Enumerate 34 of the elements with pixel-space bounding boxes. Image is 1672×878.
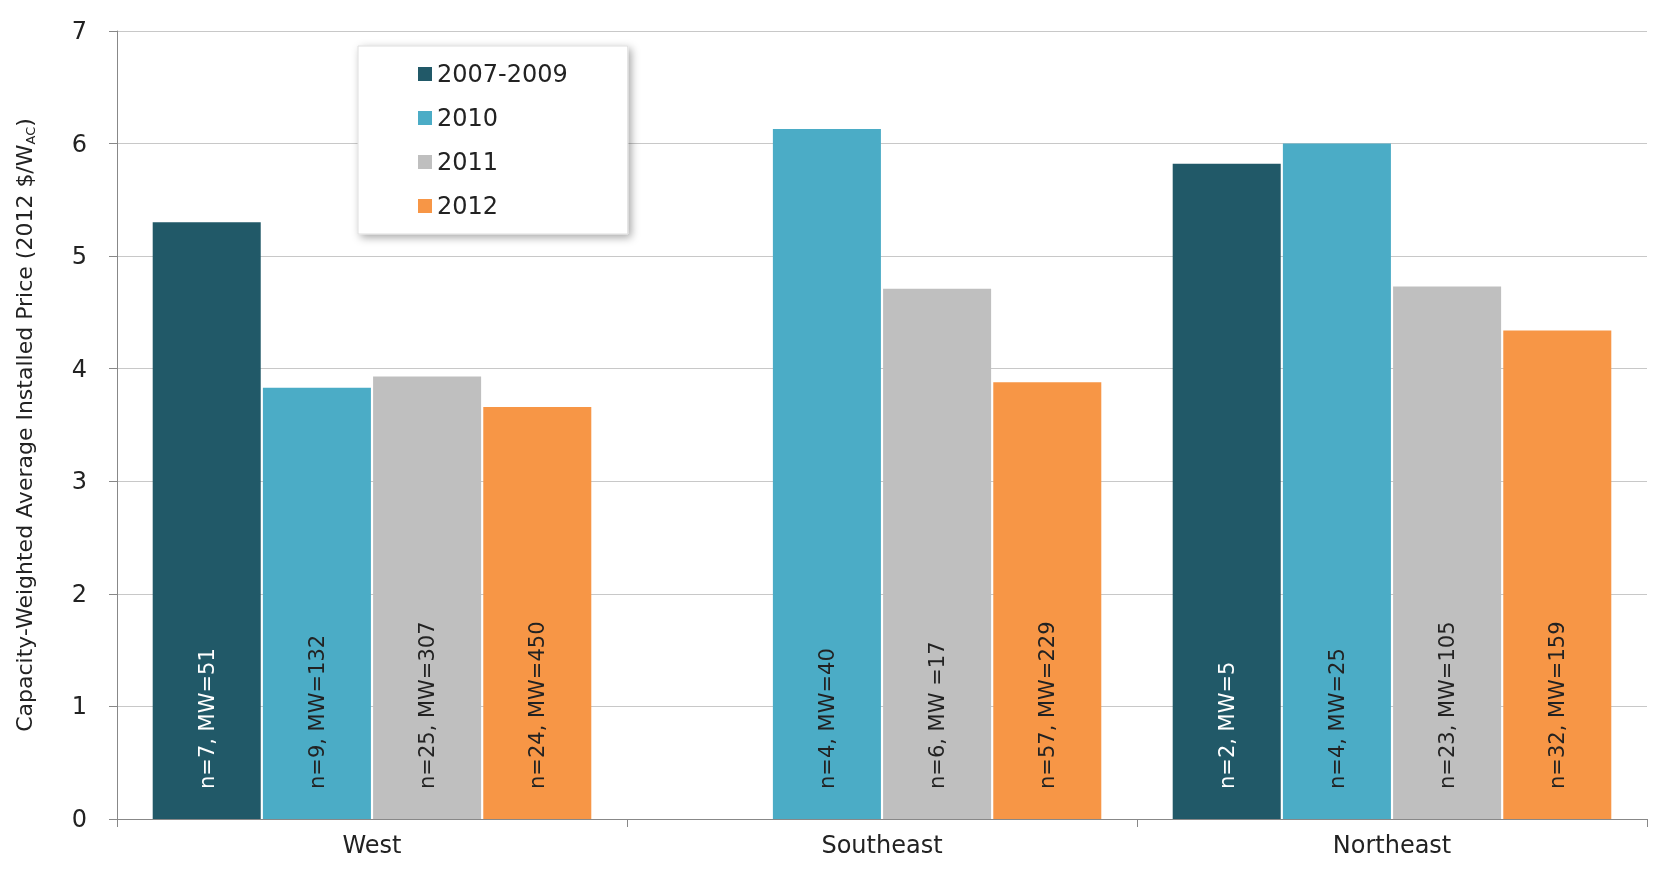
data-label: n=9, MW=132 xyxy=(304,634,329,789)
y-tick-label: 2 xyxy=(71,579,87,608)
y-tick-label: 5 xyxy=(71,242,87,271)
data-label: n=25, MW=307 xyxy=(415,621,440,789)
data-label: n=4, MW=25 xyxy=(1324,648,1349,789)
legend-label: 2011 xyxy=(437,148,499,176)
data-label: n=24, MW=450 xyxy=(525,621,550,789)
data-label: n=7, MW=51 xyxy=(194,648,219,789)
bar xyxy=(483,406,592,819)
x-tick-label: West xyxy=(342,831,402,859)
data-label: n=32, MW=159 xyxy=(1545,621,1570,789)
bar xyxy=(262,387,371,819)
bar xyxy=(1503,330,1612,819)
data-label: n=57, MW=229 xyxy=(1035,621,1060,789)
bar xyxy=(993,382,1102,819)
y-tick-label: 3 xyxy=(71,467,87,496)
x-tick-label: Southeast xyxy=(821,831,943,859)
x-tick-label: Northeast xyxy=(1332,831,1452,859)
data-label: n=4, MW=40 xyxy=(814,648,839,789)
legend-label: 2012 xyxy=(437,192,499,220)
bar xyxy=(1172,163,1281,819)
bar xyxy=(152,222,261,819)
y-tick-label: 1 xyxy=(71,692,87,721)
legend-label: 2010 xyxy=(437,104,499,132)
y-tick-label: 6 xyxy=(71,129,87,158)
y-tick-label: 7 xyxy=(71,17,87,45)
y-tick-label: 4 xyxy=(71,354,87,383)
bar xyxy=(772,128,881,819)
y-tick-label: 0 xyxy=(71,805,87,833)
data-label: n=23, MW=105 xyxy=(1435,621,1460,789)
data-label: n=6, MW =17 xyxy=(925,641,950,789)
legend-label: 2007-2009 xyxy=(437,60,568,88)
data-label: n=2, MW=5 xyxy=(1214,661,1239,789)
bar xyxy=(1282,143,1391,819)
